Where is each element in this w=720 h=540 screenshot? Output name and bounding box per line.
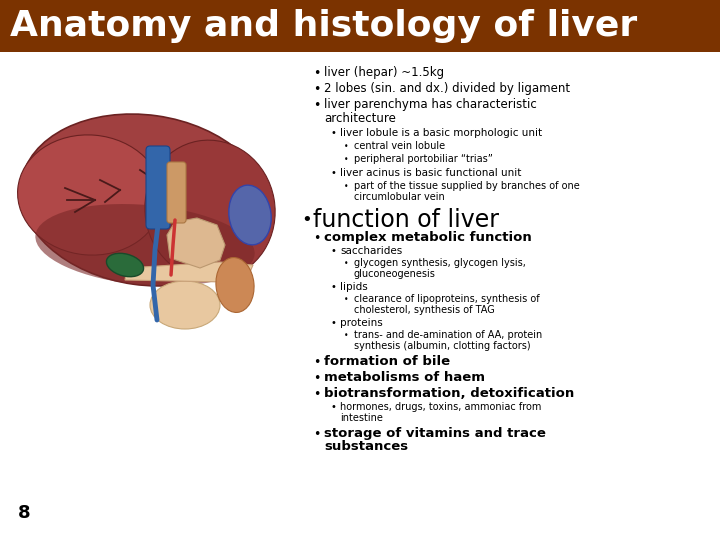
Bar: [0, 52, 295, 540]
Text: cholesterol, synthesis of TAG: cholesterol, synthesis of TAG: [354, 305, 495, 315]
Text: •: •: [330, 129, 336, 138]
Text: 8: 8: [18, 504, 31, 522]
Ellipse shape: [21, 114, 269, 286]
Text: substances: substances: [324, 440, 408, 453]
Text: •: •: [344, 259, 348, 268]
Text: 2 lobes (sin. and dx.) divided by ligament: 2 lobes (sin. and dx.) divided by ligame…: [324, 82, 570, 95]
Text: formation of bile: formation of bile: [324, 355, 450, 368]
Polygon shape: [167, 218, 225, 268]
Text: •: •: [313, 99, 320, 112]
Text: •: •: [344, 295, 348, 304]
Ellipse shape: [145, 140, 275, 280]
Text: peripheral portobiliar “trias”: peripheral portobiliar “trias”: [354, 154, 493, 164]
Text: hormones, drugs, toxins, ammoniac from: hormones, drugs, toxins, ammoniac from: [340, 402, 541, 412]
Text: proteins: proteins: [340, 318, 383, 328]
Bar: [0, 0, 720, 52]
Text: •: •: [330, 168, 336, 178]
Text: metabolisms of haem: metabolisms of haem: [324, 371, 485, 384]
FancyBboxPatch shape: [146, 146, 170, 229]
Text: •: •: [313, 428, 320, 441]
Ellipse shape: [107, 253, 143, 276]
Text: saccharides: saccharides: [340, 246, 402, 256]
Text: •: •: [330, 246, 336, 256]
Text: liver (hepar) ~1.5kg: liver (hepar) ~1.5kg: [324, 66, 444, 79]
Text: intestine: intestine: [340, 413, 383, 423]
Text: liver parenchyma has characteristic: liver parenchyma has characteristic: [324, 98, 536, 111]
FancyBboxPatch shape: [167, 162, 186, 223]
Text: complex metabolic function: complex metabolic function: [324, 231, 532, 244]
Text: trans- and de-amination of AA, protein: trans- and de-amination of AA, protein: [354, 330, 542, 340]
Polygon shape: [125, 262, 253, 282]
Text: •: •: [330, 402, 336, 413]
Text: •: •: [301, 211, 312, 229]
Text: Anatomy and histology of liver: Anatomy and histology of liver: [10, 9, 637, 43]
Text: lipids: lipids: [340, 282, 368, 292]
Text: glycogen synthesis, glycogen lysis,: glycogen synthesis, glycogen lysis,: [354, 258, 526, 268]
Ellipse shape: [229, 185, 271, 245]
Text: liver acinus is basic functional unit: liver acinus is basic functional unit: [340, 168, 521, 178]
Text: synthesis (albumin, clotting factors): synthesis (albumin, clotting factors): [354, 341, 531, 351]
Text: liver lobule is a basic morphologic unit: liver lobule is a basic morphologic unit: [340, 128, 542, 138]
Text: •: •: [344, 155, 348, 164]
Ellipse shape: [150, 281, 220, 329]
Text: gluconeogenesis: gluconeogenesis: [354, 269, 436, 279]
Text: central vein lobule: central vein lobule: [354, 141, 445, 151]
Text: •: •: [344, 142, 348, 151]
Text: •: •: [344, 182, 348, 191]
Text: •: •: [313, 83, 320, 96]
Ellipse shape: [17, 135, 163, 255]
Ellipse shape: [35, 204, 255, 286]
Text: •: •: [313, 388, 320, 401]
Text: biotransformation, detoxification: biotransformation, detoxification: [324, 387, 575, 400]
Text: •: •: [330, 319, 336, 328]
Text: function of liver: function of liver: [313, 208, 499, 232]
Text: •: •: [313, 372, 320, 384]
Text: part of the tissue supplied by branches of one: part of the tissue supplied by branches …: [354, 181, 580, 191]
Text: •: •: [330, 282, 336, 292]
Text: •: •: [313, 232, 320, 245]
Text: storage of vitamins and trace: storage of vitamins and trace: [324, 427, 546, 440]
Text: •: •: [313, 67, 320, 80]
Text: •: •: [313, 356, 320, 369]
Text: clearance of lipoproteins, synthesis of: clearance of lipoproteins, synthesis of: [354, 294, 539, 304]
Text: architecture: architecture: [324, 112, 396, 125]
Text: •: •: [344, 331, 348, 340]
Text: circumlobular vein: circumlobular vein: [354, 192, 445, 202]
Ellipse shape: [216, 258, 254, 313]
